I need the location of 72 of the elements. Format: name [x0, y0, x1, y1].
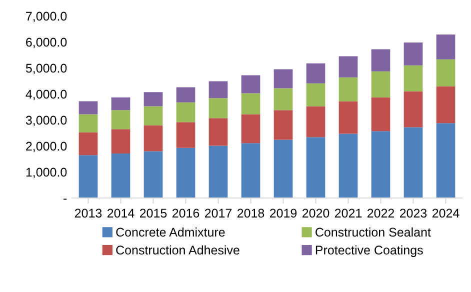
legend-label: Protective Coatings	[316, 245, 423, 258]
x-tick-label: 2019	[270, 208, 297, 218]
bar	[176, 122, 196, 148]
bar	[306, 83, 326, 106]
bar	[404, 127, 423, 198]
bar	[144, 151, 163, 198]
bar	[78, 132, 98, 156]
bar	[241, 143, 260, 198]
legend-label: Construction Sealant	[316, 227, 431, 237]
bar	[306, 137, 326, 198]
y-tick-label: 3,000.0	[26, 116, 67, 126]
bar	[176, 148, 196, 198]
bar	[274, 110, 293, 140]
y-tick-label: 2,000.0	[26, 142, 67, 152]
x-tick-label: 2024	[432, 208, 460, 218]
bar	[404, 91, 423, 128]
x-tick-label: 2018	[237, 208, 264, 218]
bar	[144, 125, 163, 152]
legend-label: Construction Adhesive	[116, 245, 240, 255]
bar	[274, 69, 293, 88]
bar	[144, 106, 163, 126]
bar	[338, 77, 358, 102]
x-tick-label: 2016	[172, 208, 200, 218]
bar	[78, 114, 98, 132]
bar	[241, 75, 260, 94]
bar	[371, 97, 390, 132]
x-tick-label: 2014	[107, 208, 134, 218]
bar	[208, 81, 228, 98]
bar	[274, 88, 293, 110]
bar	[241, 114, 260, 144]
bar	[338, 101, 358, 134]
bar	[436, 34, 456, 60]
bar	[208, 146, 228, 198]
bar	[111, 129, 130, 154]
bar	[274, 140, 293, 198]
bar	[404, 42, 423, 66]
bar	[404, 65, 423, 92]
bar	[208, 98, 228, 118]
y-tick-label: 5,000.0	[26, 64, 67, 74]
bar	[208, 118, 228, 146]
bar	[436, 86, 456, 124]
bar	[338, 56, 358, 78]
bar	[338, 134, 358, 198]
bar	[241, 93, 260, 114]
bar	[111, 97, 130, 110]
legend-label: Concrete Admixture	[116, 227, 225, 237]
bar	[111, 154, 130, 198]
bar	[78, 101, 98, 114]
bar	[78, 155, 98, 198]
bar	[436, 59, 456, 86]
bar	[306, 63, 326, 84]
bar	[176, 102, 196, 122]
bar	[144, 92, 163, 106]
x-tick-label: 2022	[367, 208, 394, 218]
y-tick-label: 1,000.0	[26, 168, 67, 178]
x-tick-label: 2021	[334, 208, 362, 218]
y-tick-label: 7,000.0	[26, 12, 67, 22]
bar	[371, 49, 390, 72]
bar	[176, 87, 196, 102]
x-tick-label: 2017	[204, 208, 232, 218]
x-tick-label: 2023	[400, 208, 427, 218]
x-tick-label: 2015	[140, 208, 167, 218]
y-tick-label: -	[64, 198, 67, 200]
y-tick-label: 4,000.0	[26, 90, 67, 100]
x-tick-label: 2020	[302, 208, 330, 218]
bar	[436, 123, 456, 198]
bar	[111, 110, 130, 130]
y-tick-label: 6,000.0	[26, 38, 67, 48]
bar	[371, 131, 390, 198]
bar	[306, 106, 326, 138]
bar	[371, 71, 390, 98]
x-tick-label: 2013	[74, 208, 102, 218]
